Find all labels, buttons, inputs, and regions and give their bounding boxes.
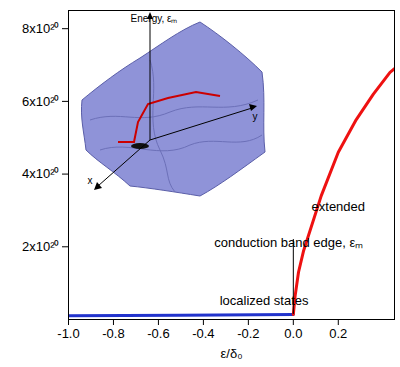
svg-text:6x10²⁰: 6x10²⁰ (22, 94, 60, 109)
svg-text:-1.0: -1.0 (57, 326, 79, 341)
svg-text:ε/δ₀: ε/δ₀ (220, 346, 242, 361)
svg-text:4x10²⁰: 4x10²⁰ (22, 166, 60, 181)
svg-text:y: y (253, 111, 258, 122)
svg-text:localized states: localized states (220, 293, 309, 308)
svg-text:0.0: 0.0 (284, 326, 302, 341)
svg-text:Energy, εₘ: Energy, εₘ (131, 13, 178, 24)
svg-text:-0.2: -0.2 (237, 326, 259, 341)
svg-text:-0.6: -0.6 (147, 326, 169, 341)
svg-text:x: x (88, 175, 93, 186)
svg-text:conduction band edge, εₘ: conduction band edge, εₘ (214, 235, 363, 250)
svg-text:-0.8: -0.8 (102, 326, 124, 341)
svg-text:-0.4: -0.4 (192, 326, 214, 341)
svg-text:8x10²⁰: 8x10²⁰ (22, 21, 60, 36)
svg-text:2x10²⁰: 2x10²⁰ (22, 239, 60, 254)
svg-text:0.2: 0.2 (329, 326, 347, 341)
svg-text:extended: extended (312, 199, 366, 214)
